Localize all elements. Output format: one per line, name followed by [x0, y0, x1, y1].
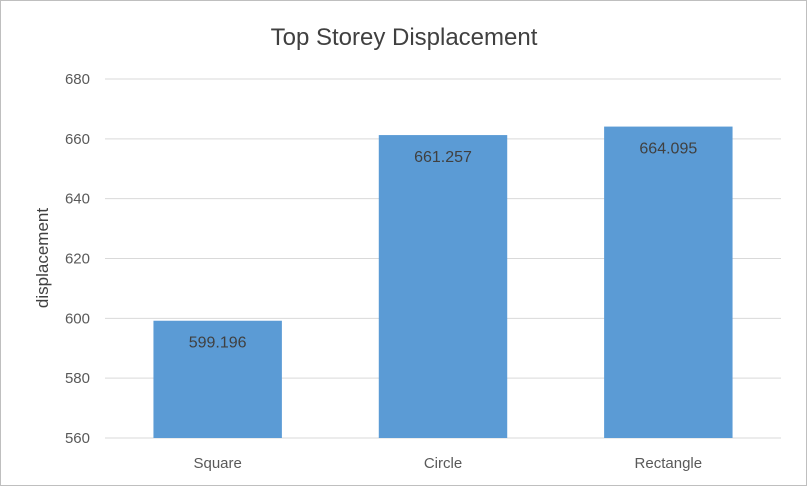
- bar-square: [153, 320, 282, 438]
- y-axis-label: displacement: [33, 208, 52, 308]
- y-axis-ticks: 560 580 600 620 640 660 680: [65, 71, 90, 447]
- y-tick-label: 680: [65, 71, 90, 88]
- chart-title: Top Storey Displacement: [271, 24, 538, 51]
- y-tick-label: 560: [65, 430, 90, 447]
- y-tick-label: 600: [65, 310, 90, 327]
- data-label: 664.095: [639, 141, 697, 158]
- data-label: 661.257: [414, 149, 472, 166]
- y-tick-label: 640: [65, 191, 90, 208]
- x-tick-label: Square: [193, 455, 241, 472]
- bars: 599.196 661.257 664.095: [153, 126, 733, 438]
- x-tick-label: Rectangle: [635, 455, 703, 472]
- y-tick-label: 660: [65, 131, 90, 148]
- x-axis-ticks: Square Circle Rectangle: [193, 455, 702, 472]
- bar-circle: [378, 135, 508, 438]
- y-tick-label: 580: [65, 370, 90, 387]
- data-label: 599.196: [189, 335, 247, 352]
- bar-rectangle: [604, 126, 733, 438]
- x-tick-label: Circle: [424, 455, 462, 472]
- y-tick-label: 620: [65, 251, 90, 268]
